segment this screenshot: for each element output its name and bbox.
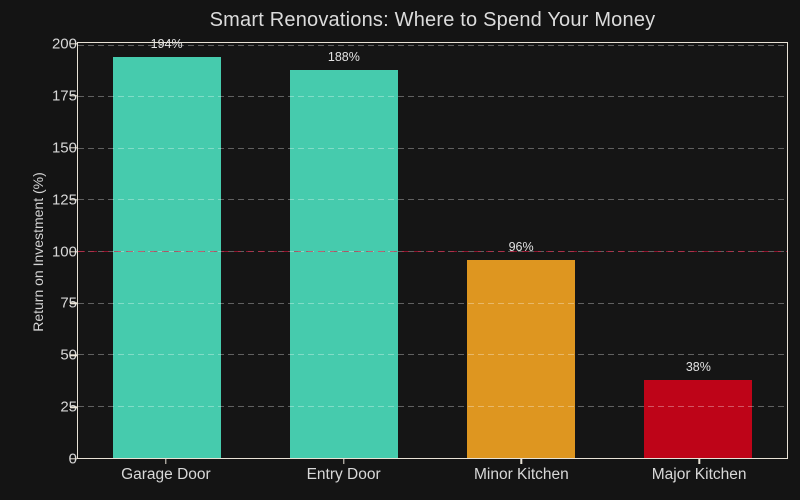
y-tick-mark — [70, 147, 77, 149]
y-tick-mark — [70, 43, 77, 45]
y-tick-label-25: 25 — [60, 398, 77, 416]
y-tick-label-175: 175 — [51, 87, 77, 105]
gridline-200 — [78, 44, 787, 46]
y-tick-mark — [70, 250, 77, 253]
x-tick-mark — [342, 459, 345, 464]
y-tick-label-100: 100 — [51, 243, 77, 261]
bar-value-label: 188% — [327, 49, 360, 64]
bar-major-kitchen — [644, 379, 753, 458]
x-tick-mark — [520, 459, 523, 464]
chart-title: Smart Renovations: Where to Spend Your M… — [209, 9, 656, 31]
x-tick-label-entry-door: Entry Door — [306, 466, 381, 483]
x-tick-label-garage-door: Garage Door — [121, 466, 211, 483]
bar-value-label: 38% — [685, 359, 711, 374]
y-tick-label-50: 50 — [60, 346, 77, 364]
y-tick-label-200: 200 — [51, 35, 77, 53]
bar-entry-door — [289, 69, 398, 458]
x-tick-mark — [698, 459, 700, 464]
bar-value-label: 96% — [508, 239, 534, 254]
bar-minor-kitchen — [467, 259, 575, 458]
y-tick-mark — [70, 354, 77, 356]
y-tick-label-75: 75 — [60, 294, 77, 312]
plot-area: 194% 188% 96% 38% — [77, 37, 788, 459]
y-tick-mark — [70, 406, 77, 408]
y-tick-mark — [70, 458, 77, 460]
x-tick-label-minor-kitchen: Minor Kitchen — [473, 466, 569, 483]
y-tick-label-0: 0 — [17, 451, 77, 468]
bar-garage-door — [112, 57, 221, 458]
y-tick-mark — [70, 302, 77, 305]
x-tick-label-major-kitchen: Major Kitchen — [651, 466, 747, 483]
y-tick-mark — [70, 95, 77, 97]
y-tick-mark — [70, 198, 77, 201]
bar-value-label: 194% — [150, 37, 183, 52]
y-tick-label-150: 150 — [51, 139, 77, 157]
x-tick-mark — [165, 459, 167, 464]
y-tick-label-125: 125 — [51, 191, 77, 209]
